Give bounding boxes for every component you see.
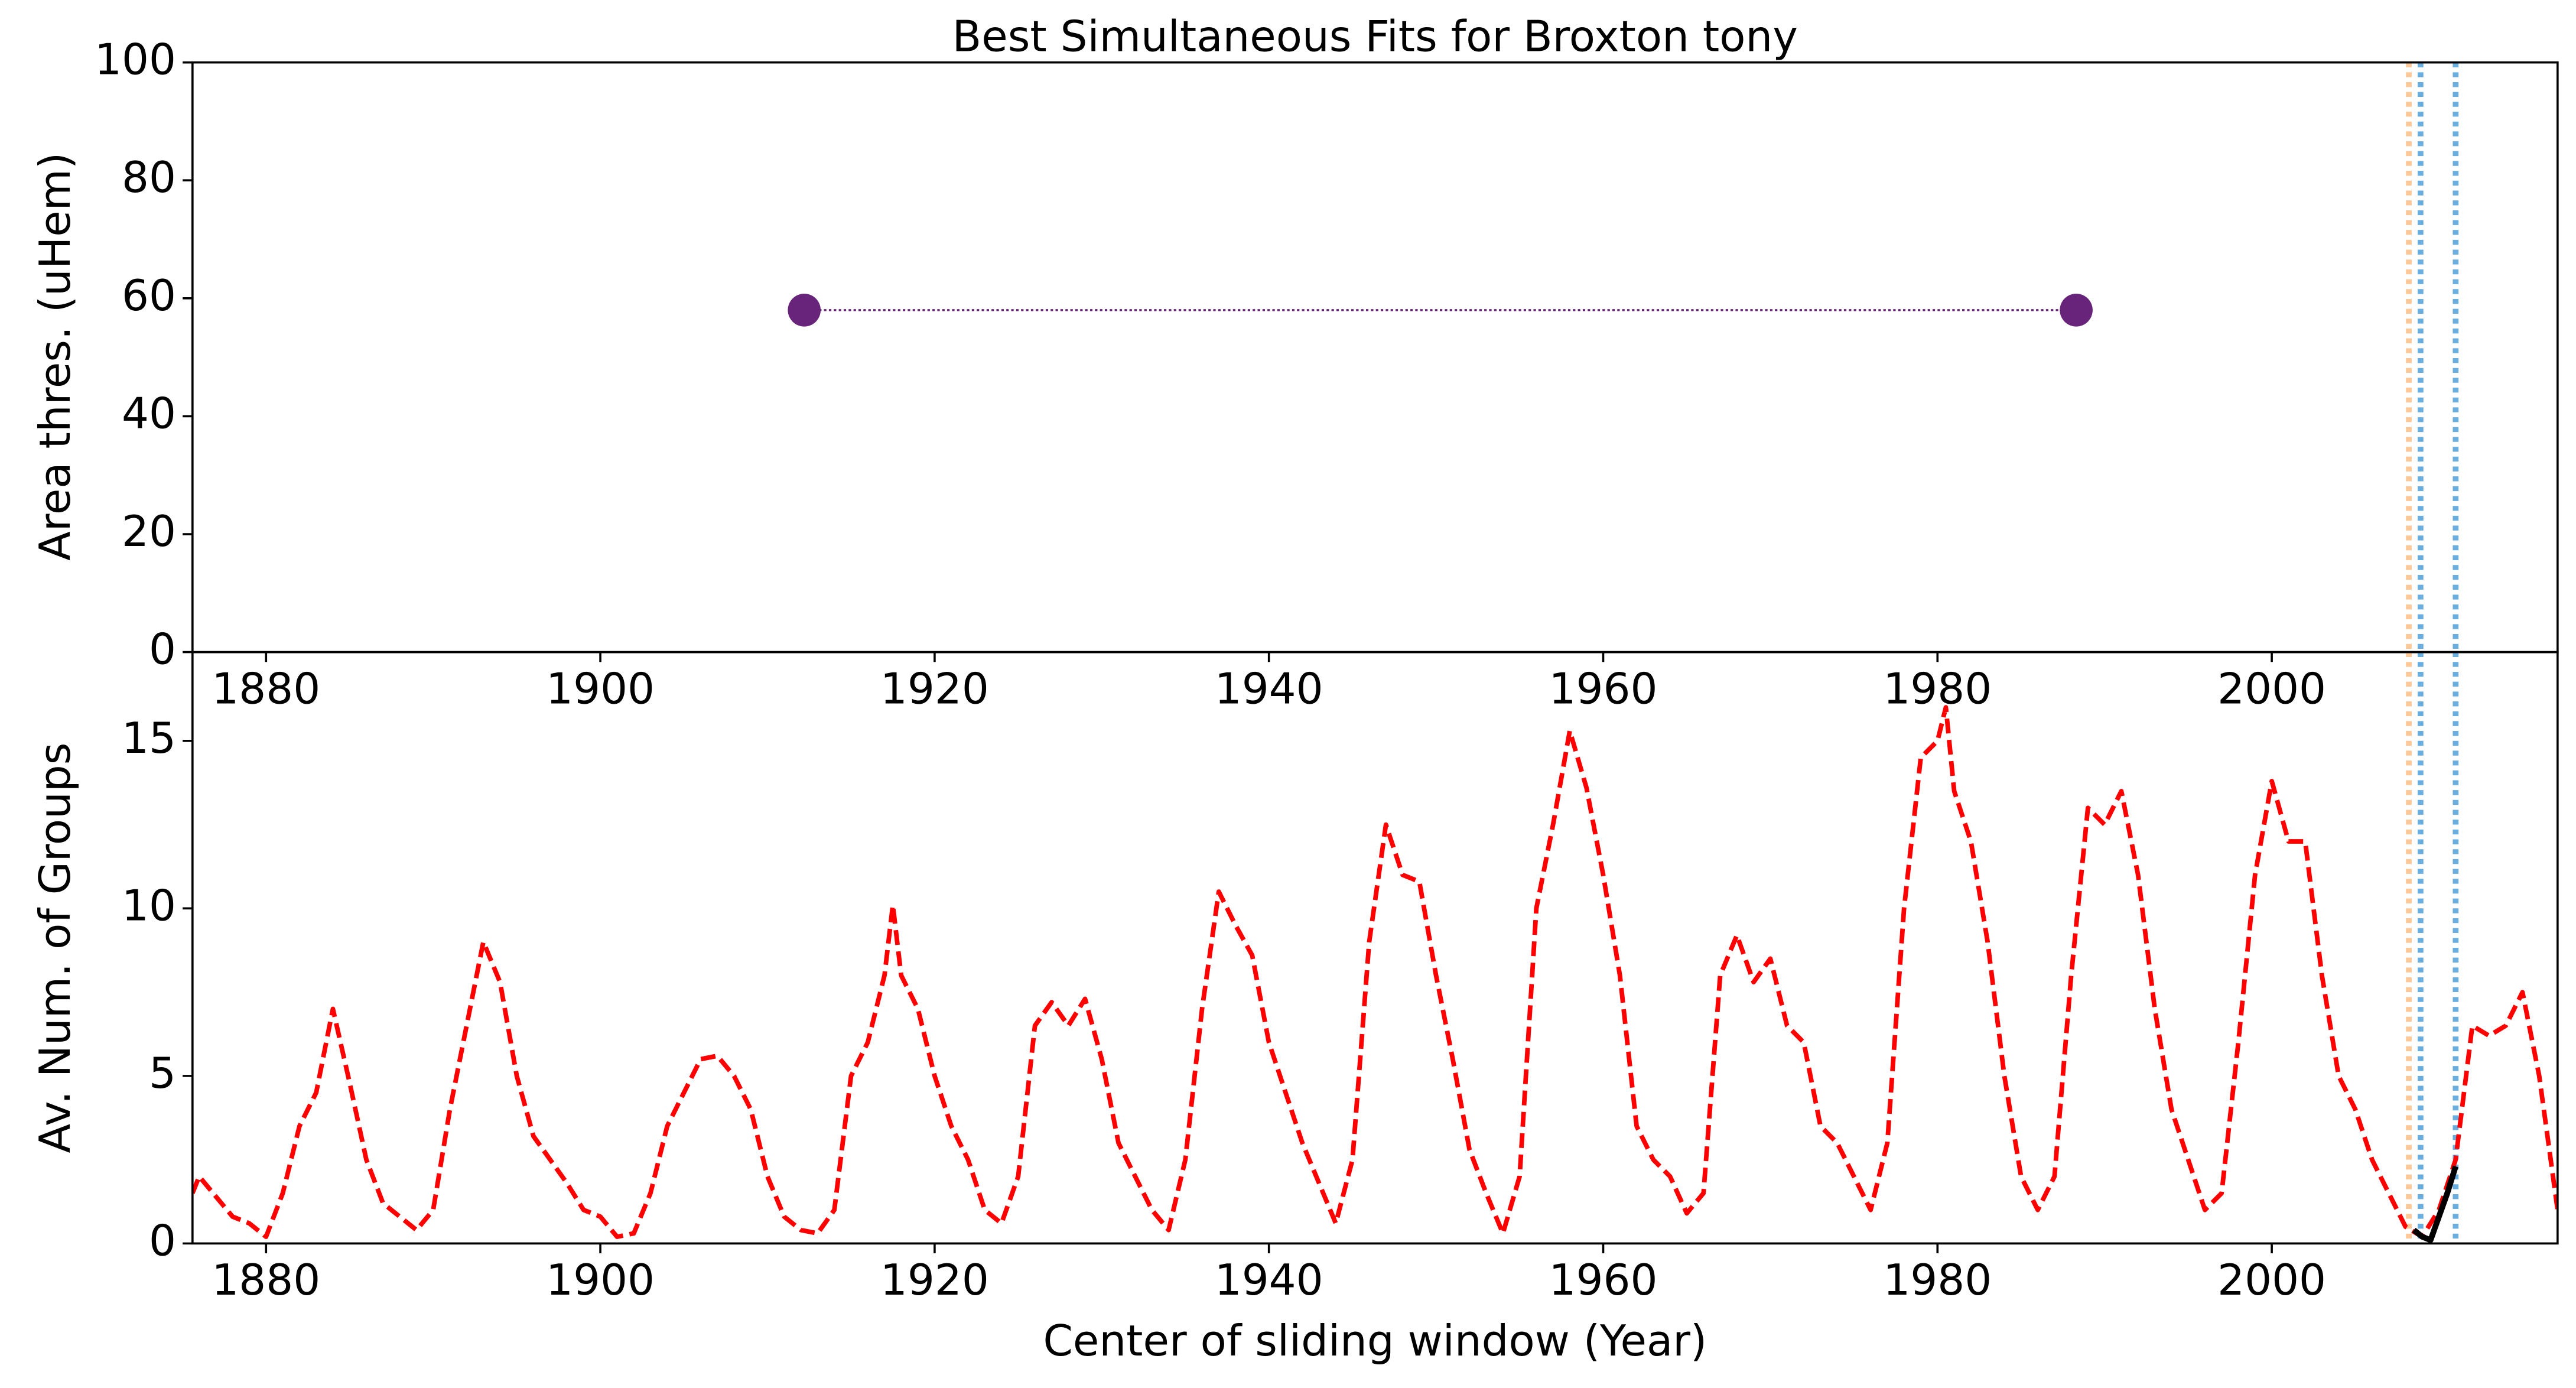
x-tick-label: 1880 [212, 664, 320, 714]
x-tick-label: 1980 [1883, 1256, 1992, 1305]
y-tick-label: 5 [149, 1049, 176, 1098]
x-tick-label: 1960 [1549, 664, 1658, 714]
data-line [2412, 1165, 2458, 1243]
y-tick-label: 0 [149, 1216, 176, 1266]
x-tick-label: 1900 [546, 664, 655, 714]
y-axis-label: Area thres. (uHem) [31, 152, 80, 561]
point [2060, 293, 2093, 327]
x-tick-label: 1920 [880, 664, 989, 714]
x-tick-label: 1940 [1215, 664, 1323, 714]
y-tick-label: 100 [95, 35, 176, 85]
y-tick-label: 10 [122, 881, 176, 931]
y-tick-label: 60 [122, 271, 176, 321]
chart-title: Best Simultaneous Fits for Broxton tony [952, 12, 1798, 62]
x-tick-label: 1960 [1549, 1256, 1658, 1305]
axes-frame [191, 61, 2559, 654]
axes-frame [191, 651, 2559, 1245]
y-axis-label: Av. Num. of Groups [31, 743, 80, 1153]
data-line [192, 705, 2558, 1239]
x-tick-label: 1980 [1883, 664, 1992, 714]
x-tick-label: 1920 [880, 1256, 989, 1305]
y-tick-label: 0 [149, 625, 176, 675]
y-tick-label: 15 [122, 714, 176, 763]
x-tick-label: 1940 [1215, 1256, 1323, 1305]
y-tick-label: 80 [122, 153, 176, 203]
y-tick-label: 20 [122, 507, 176, 557]
point [788, 293, 821, 327]
x-tick-label: 1900 [546, 1256, 655, 1305]
y-tick-label: 40 [122, 389, 176, 438]
x-axis-label: Center of sliding window (Year) [1043, 1317, 1707, 1366]
x-tick-label: 1880 [212, 1256, 320, 1305]
x-tick-label: 2000 [2217, 664, 2326, 714]
x-tick-label: 2000 [2217, 1256, 2326, 1305]
